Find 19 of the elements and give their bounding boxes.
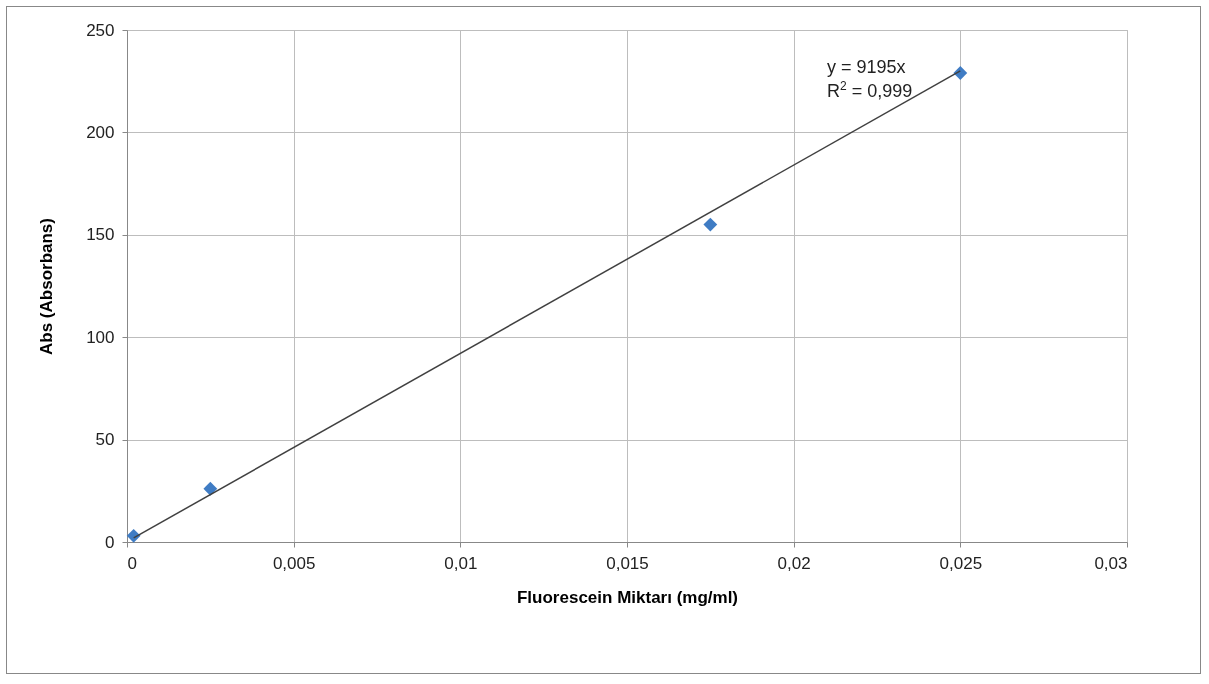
point bbox=[703, 217, 718, 232]
x-tick-label: 0,005 bbox=[272, 553, 316, 573]
x-axis-title: Fluorescein Miktarı (mg/ml) bbox=[516, 587, 739, 607]
x-tick-label: 0 bbox=[127, 553, 137, 573]
y-tick-label: 200 bbox=[86, 122, 115, 142]
x-tick-label: 0,025 bbox=[939, 553, 983, 573]
y-tick-label: 150 bbox=[86, 225, 115, 245]
x-tick-label: 0,03 bbox=[1094, 553, 1128, 573]
x-tick-label: 0,015 bbox=[606, 553, 649, 573]
y-tick-label: 250 bbox=[86, 20, 115, 40]
annotation: y = 9195x bbox=[827, 57, 906, 77]
x-tick-label: 0,01 bbox=[444, 553, 478, 573]
point bbox=[203, 481, 218, 496]
annotation: R$^{2}$ = 0,999 bbox=[827, 79, 913, 101]
y-tick-label: 0 bbox=[105, 532, 115, 552]
x-tick-label: 0,02 bbox=[777, 553, 811, 573]
y-axis-title: Abs (Absorbans) bbox=[37, 218, 57, 355]
y-tick-label: 50 bbox=[95, 430, 115, 450]
y-tick-label: 100 bbox=[86, 327, 115, 347]
